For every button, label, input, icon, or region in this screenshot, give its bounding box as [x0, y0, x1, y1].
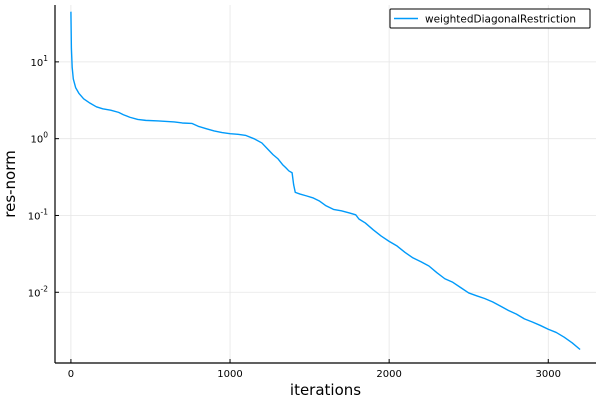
x-ticks: 0 1000 2000 3000 — [68, 359, 561, 380]
y-tick-label-exponent: -2 — [41, 284, 49, 293]
x-tick-label: 3000 — [536, 369, 561, 380]
y-tick-label-exponent: 0 — [43, 131, 48, 140]
series-line — [70, 11, 581, 351]
y-tick-label-base: 10 — [28, 211, 41, 222]
y-tick-label: 10-1 — [28, 207, 48, 222]
x-tick-label: 1000 — [217, 369, 242, 380]
series-layer — [70, 11, 581, 351]
y-tick-label-exponent: 1 — [43, 54, 48, 63]
y-tick-label: 100 — [30, 131, 48, 146]
legend: weightedDiagonalRestriction — [389, 8, 591, 29]
legend-label: weightedDiagonalRestriction — [425, 14, 576, 26]
y-tick-label-base: 10 — [28, 288, 41, 299]
legend-box — [389, 8, 591, 29]
x-axis-label: iterations — [290, 381, 361, 399]
x-tick-label: 2000 — [376, 369, 401, 380]
y-tick-label-base: 10 — [30, 58, 43, 69]
y-tick-label: 10-2 — [28, 284, 48, 299]
axes — [54, 5, 596, 364]
grid — [55, 5, 596, 363]
y-tick-label-exponent: -1 — [41, 207, 49, 216]
y-axis-label: res-norm — [1, 150, 19, 218]
y-tick-label: 101 — [30, 54, 48, 69]
x-tick-label: 0 — [68, 369, 74, 380]
y-tick-label-base: 10 — [30, 135, 43, 146]
